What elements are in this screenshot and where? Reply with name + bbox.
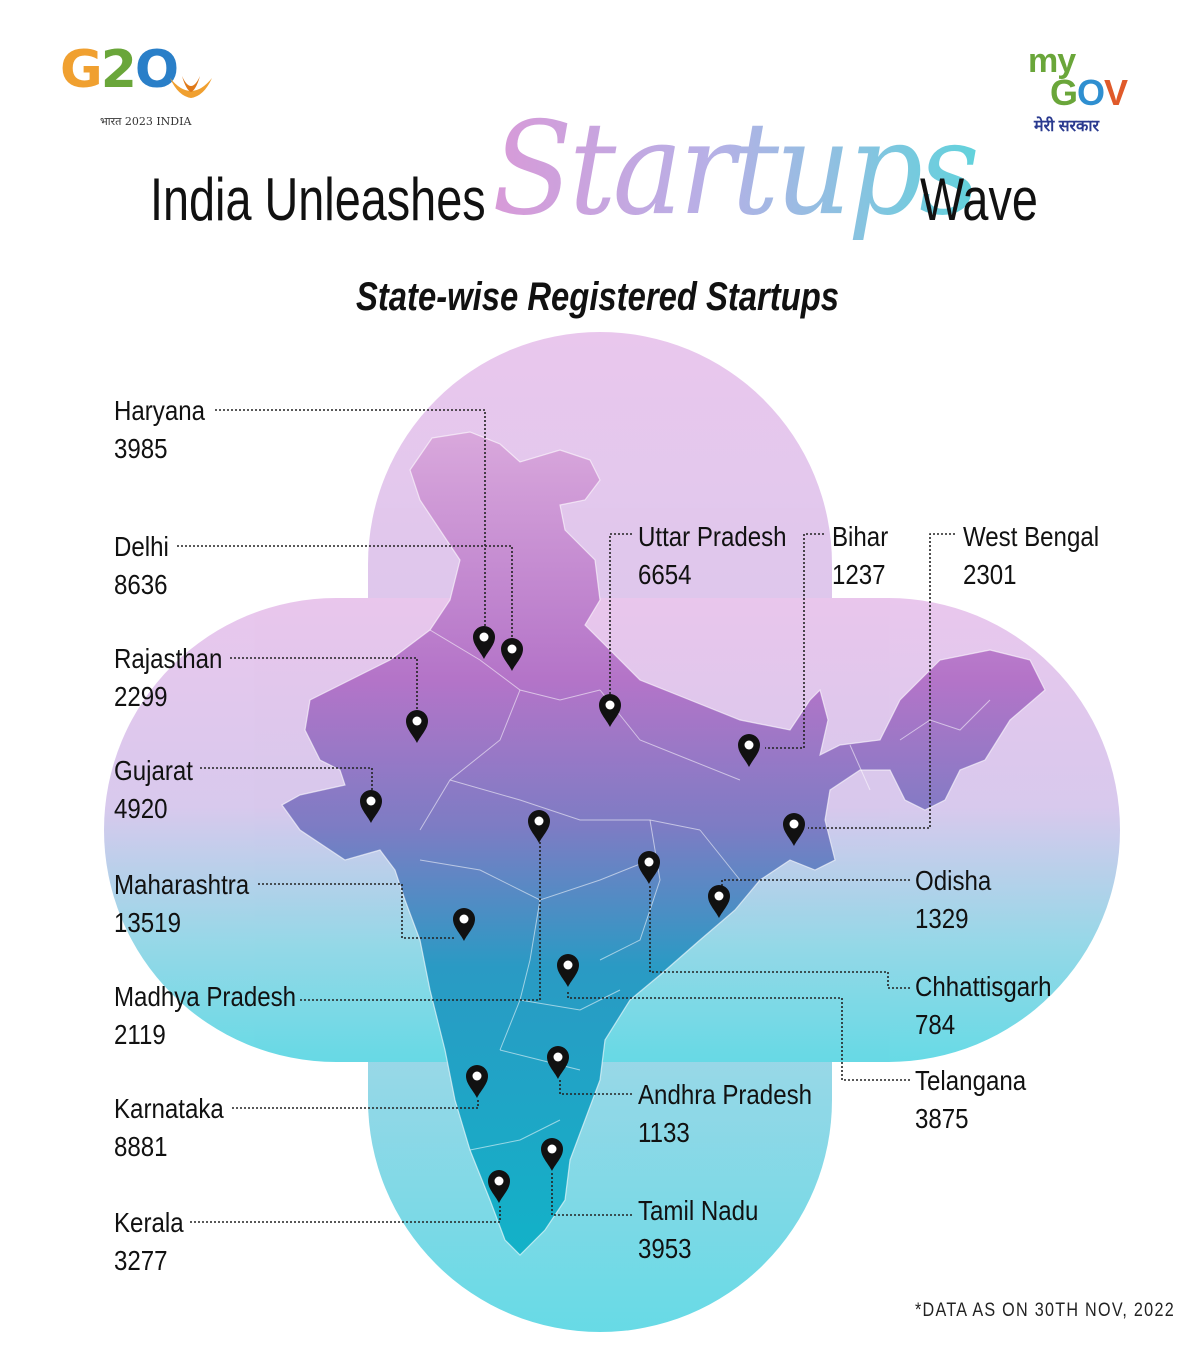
state-label-kerala: Kerala 3277 — [114, 1207, 184, 1276]
title-left: India Unleashes — [150, 166, 486, 233]
state-label-rajasthan: Rajasthan 2299 — [114, 643, 223, 712]
state-label-west-bengal: West Bengal 2301 — [963, 521, 1100, 590]
title-script: Startups — [492, 95, 980, 244]
g20-logo-text: G2O — [60, 40, 179, 100]
state-label-karnataka: Karnataka 8881 — [114, 1093, 224, 1162]
footnote: *DATA AS ON 30TH NOV, 2022 — [915, 1300, 1175, 1321]
state-label-maharashtra: Maharashtra 13519 — [114, 869, 250, 938]
state-label-tamil-nadu: Tamil Nadu 3953 — [638, 1195, 759, 1264]
pin-icon-kerala — [488, 1170, 510, 1203]
pin-icon-uttar-pradesh — [599, 694, 621, 727]
state-label-andhra-pradesh: Andhra Pradesh 1133 — [638, 1079, 813, 1148]
state-label-haryana: Haryana 3985 — [114, 395, 206, 464]
pin-icon-madhya-pradesh — [528, 810, 550, 843]
state-label-telangana: Telangana 3875 — [915, 1065, 1027, 1134]
pin-icon-bihar — [738, 734, 760, 767]
title-right: Wave — [920, 166, 1038, 233]
state-label-chhattisgarh: Chhattisgarh 784 — [915, 971, 1052, 1040]
pin-icon-delhi — [501, 638, 523, 671]
state-label-delhi: Delhi 8636 — [114, 531, 169, 600]
pin-icon-chhattisgarh — [638, 851, 660, 884]
state-label-madhya-pradesh: Madhya Pradesh 2119 — [114, 981, 297, 1050]
pin-icon-maharashtra — [453, 908, 475, 941]
state-label-uttar-pradesh: Uttar Pradesh 6654 — [638, 521, 787, 590]
pin-icon-gujarat — [360, 790, 382, 823]
state-label-gujarat: Gujarat 4920 — [114, 755, 193, 824]
pin-icon-haryana — [473, 626, 495, 659]
pin-icon-odisha — [708, 885, 730, 918]
pin-icon-telangana — [557, 954, 579, 987]
mygov-subtitle: मेरी सरकार — [1034, 118, 1100, 135]
state-label-bihar: Bihar 1237 — [832, 521, 889, 590]
mygov-gov-text: GOV — [1050, 72, 1128, 113]
leader-lines — [177, 409, 955, 1223]
pin-icon-andhra-pradesh — [547, 1046, 569, 1079]
g20-subtitle: भारत 2023 INDIA — [100, 115, 192, 128]
g20-logo: G2O भारत 2023 INDIA — [60, 40, 230, 135]
pin-icon-karnataka — [466, 1065, 488, 1098]
mygov-logo: my GOV मेरी सरकार — [1028, 42, 1158, 137]
mygov-my-text: my — [1028, 42, 1076, 80]
state-label-odisha: Odisha 1329 — [915, 865, 992, 934]
lotus-icon — [168, 74, 214, 100]
pin-icon-tamil-nadu — [541, 1138, 563, 1171]
pin-icon-rajasthan — [406, 710, 428, 743]
map-pins — [360, 626, 805, 1203]
pin-icon-west-bengal — [783, 813, 805, 846]
page-subtitle: State-wise Registered Startups — [356, 275, 840, 319]
india-map — [281, 431, 1046, 1256]
